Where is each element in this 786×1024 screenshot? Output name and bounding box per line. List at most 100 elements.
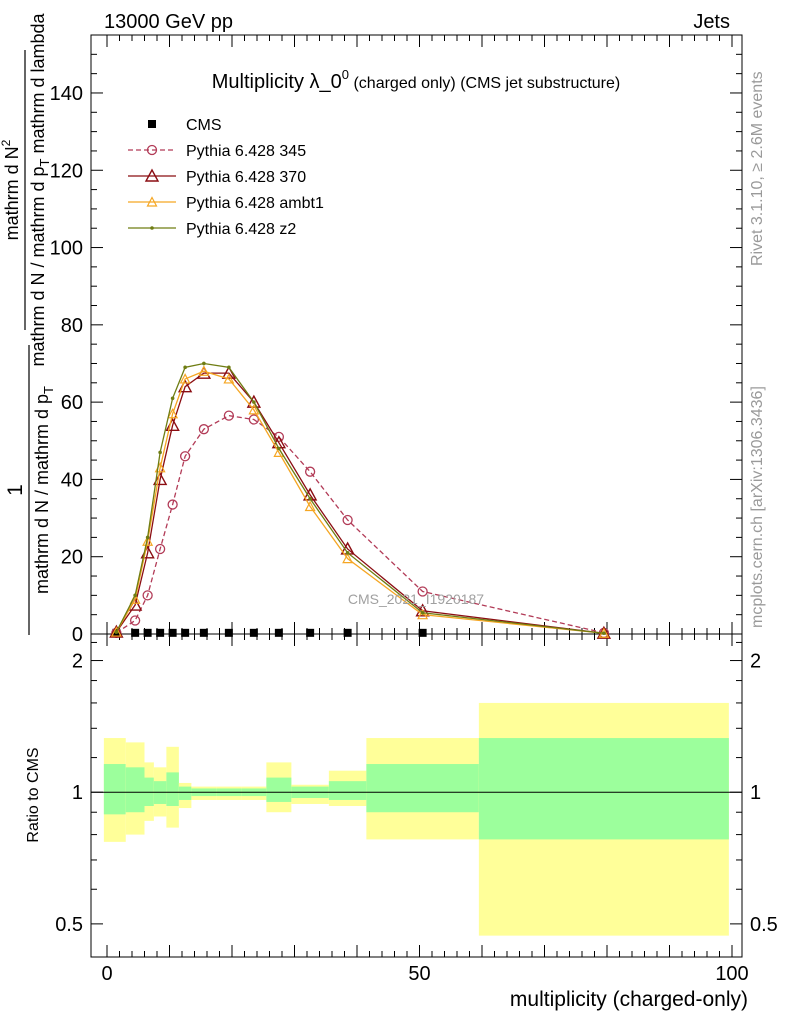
series-line-z2 — [115, 362, 604, 634]
rivet-credit: Rivet 3.1.10, ≥ 2.6M events — [749, 71, 766, 266]
series-p345 — [111, 410, 610, 638]
legend-label-p345: Pythia 6.428 345 — [186, 143, 306, 160]
header-right: Jets — [693, 11, 730, 33]
mcplots-credit: mcplots.cern.ch [arXiv:1306.3436] — [749, 386, 766, 628]
ratio-band-green — [478, 738, 729, 840]
point-cms — [224, 628, 233, 637]
point-z2 — [345, 551, 350, 555]
point-z2 — [420, 610, 425, 615]
y-label-inner-denominator: mathrm d N / mathrm d pT mathrm d lambda — [28, 12, 52, 366]
ratio-y-tick-label: 1 — [72, 782, 83, 804]
point-ambt1 — [223, 373, 235, 384]
header-left: 13000 GeV pp — [104, 11, 233, 33]
point-p345 — [167, 499, 178, 510]
point-p345 — [273, 431, 285, 443]
legend-label-ambt1: Pythia 6.428 ambt1 — [186, 195, 324, 212]
ratio-y-label: Ratio to CMS — [25, 747, 42, 842]
series-line-p345 — [116, 414, 605, 634]
legend-marker-ambt1 — [146, 196, 158, 207]
ratio-band-green — [166, 772, 179, 806]
ratio-y-tick-label: 0.5 — [55, 914, 83, 936]
point-p345 — [304, 466, 316, 477]
series-layer — [109, 361, 612, 639]
point-ambt1 — [304, 500, 316, 512]
point-z2 — [114, 630, 119, 634]
point-z2 — [170, 396, 175, 401]
ratio-plot-frame — [90, 633, 743, 958]
point-z2 — [252, 400, 256, 404]
y-tick-label: 20 — [61, 547, 83, 569]
x-tick-label: 100 — [715, 963, 748, 985]
point-cms — [306, 628, 315, 637]
legend-marker-cms — [148, 120, 156, 128]
point-cms — [199, 628, 208, 637]
legend: CMS Pythia 6.428 345 Pythia 6.428 370 Pythi… — [128, 117, 324, 238]
point-z2 — [145, 535, 150, 540]
ratio-band-green — [103, 764, 126, 815]
ratio-bands — [103, 702, 729, 936]
point-ambt1 — [167, 407, 179, 419]
point-p370 — [221, 365, 237, 379]
point-p345 — [248, 414, 260, 425]
legend-label-cms: CMS — [186, 117, 222, 134]
point-cms — [131, 628, 140, 637]
x-axis-label: multiplicity (charged-only) — [510, 988, 748, 1011]
ratio-band-green — [328, 781, 367, 800]
legend-marker-p345 — [146, 144, 158, 156]
point-p345 — [198, 424, 210, 435]
y-label-inner-numerator: mathrm d N2 — [0, 139, 22, 240]
ratio-band-green — [266, 777, 292, 802]
point-p345 — [342, 514, 353, 526]
point-cms — [343, 628, 352, 637]
x-tick-label: 0 — [101, 963, 112, 985]
legend-entry-ambt1: Pythia 6.428 ambt1 — [128, 195, 324, 212]
series-z2 — [114, 361, 606, 636]
point-p370 — [246, 394, 262, 408]
legend-marker-p370 — [144, 168, 160, 182]
point-z2 — [277, 446, 281, 451]
y-tick-label: 100 — [50, 238, 83, 260]
point-ambt1 — [179, 373, 191, 384]
ratio-band-green — [366, 764, 479, 813]
y-tick-label: 120 — [50, 160, 83, 182]
point-z2 — [602, 631, 606, 636]
point-p345 — [129, 615, 141, 626]
point-p345 — [417, 586, 428, 597]
point-ambt1 — [417, 608, 429, 620]
ratio-axis-ticks: 0.5 0.5 1 1 2 2 0 50 100 — [55, 634, 778, 985]
legend-entry-p370: Pythia 6.428 370 — [128, 168, 306, 186]
analysis-watermark: CMS_2021_I1920187 — [348, 591, 484, 607]
ratio-band-green — [125, 767, 145, 813]
legend-label-p370: Pythia 6.428 370 — [186, 169, 306, 186]
point-p345 — [142, 590, 153, 601]
point-cms — [249, 628, 258, 637]
point-cms — [418, 628, 427, 637]
ratio-y-tick-label: 2 — [72, 651, 83, 673]
main-axis-ticks: 0 20 40 60 80 100 120 140 — [50, 35, 742, 646]
point-cms — [143, 628, 152, 637]
point-z2 — [183, 365, 187, 370]
ratio-band-green — [178, 786, 192, 800]
y-label-denominator: mathrm d N / mathrm d pT — [32, 386, 56, 594]
y-label-one: 1 — [4, 484, 27, 496]
y-axis-label: 1 mathrm d N / mathrm d pT mathrm d N2 m… — [0, 12, 56, 635]
point-p370 — [109, 624, 124, 638]
y-tick-label: 140 — [50, 83, 83, 105]
x-tick-label: 50 — [408, 963, 430, 985]
point-ambt1 — [110, 626, 122, 637]
point-p370 — [152, 471, 168, 486]
ratio-y-tick-label-right: 1 — [750, 782, 761, 804]
y-tick-label: 80 — [61, 315, 83, 337]
point-cms — [181, 628, 190, 637]
ratio-y-tick-label-right: 0.5 — [750, 914, 778, 936]
point-ambt1 — [142, 535, 154, 546]
legend-label-z2: Pythia 6.428 z2 — [186, 221, 296, 238]
point-p345 — [154, 543, 166, 555]
point-ambt1 — [248, 404, 260, 415]
point-ambt1 — [198, 365, 210, 376]
legend-entry-p345: Pythia 6.428 345 — [128, 143, 306, 160]
ratio-y-tick-label-right: 2 — [750, 651, 761, 673]
plot-title: Multiplicity λ_00 (charged only) (CMS je… — [212, 67, 620, 93]
legend-entry-cms: CMS — [148, 117, 222, 134]
